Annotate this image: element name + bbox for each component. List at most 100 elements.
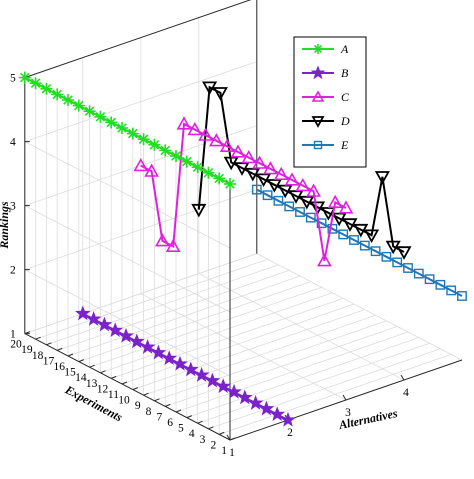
- marker-stroke: [127, 128, 138, 139]
- series-marker: [435, 279, 446, 290]
- series-marker: [313, 44, 323, 54]
- series-marker: [187, 121, 203, 136]
- y-tick-label: 20: [10, 339, 22, 351]
- y-tick-mark: [219, 431, 225, 435]
- y-tick-label: 7: [156, 411, 162, 423]
- series-marker: [209, 133, 224, 147]
- series-marker: [72, 99, 85, 112]
- series-marker: [51, 88, 64, 101]
- series-marker: [295, 207, 305, 217]
- series-marker: [370, 246, 381, 257]
- grid-line: [165, 326, 398, 407]
- y-tick-mark: [24, 331, 30, 335]
- x-tick-label: 2: [287, 427, 293, 439]
- series-marker: [349, 235, 359, 245]
- x-tick-label: 4: [403, 387, 409, 399]
- grid-line: [24, 189, 257, 270]
- marker-stroke: [313, 44, 323, 54]
- y-tick-label: 1: [221, 445, 227, 457]
- series-marker: [213, 172, 226, 185]
- x-tick-label: 3: [345, 407, 351, 419]
- marker-stroke: [214, 173, 225, 184]
- y-tick-mark: [208, 426, 214, 430]
- y-tick-label: 17: [43, 355, 55, 367]
- y-tick-mark: [67, 353, 74, 357]
- grid-line: [121, 303, 355, 385]
- series-marker: [75, 305, 91, 321]
- series-marker: [313, 140, 323, 150]
- series-marker: [105, 116, 118, 129]
- grid-line: [140, 293, 347, 401]
- box-edge: [24, 0, 252, 79]
- axis-line-experiments: [24, 333, 231, 441]
- grid-line: [143, 314, 376, 396]
- y-tick-label: 14: [75, 372, 87, 384]
- series-marker: [359, 240, 370, 251]
- y-tick-mark: [154, 398, 160, 402]
- series-marker: [258, 400, 275, 416]
- series-marker: [446, 285, 457, 296]
- grid-line: [78, 281, 311, 362]
- marker-stroke: [95, 111, 106, 122]
- grid-line: [111, 298, 344, 379]
- series-marker: [385, 240, 401, 255]
- series-marker: [364, 229, 380, 244]
- legend-item-c: C: [302, 90, 350, 104]
- z-axis-label: Rankings: [0, 201, 11, 250]
- series-marker: [183, 361, 199, 377]
- series-marker: [215, 378, 231, 394]
- y-tick-label: 2: [210, 439, 216, 451]
- marker-stroke: [30, 78, 41, 89]
- grid-line: [89, 286, 322, 368]
- series-e: [251, 184, 467, 301]
- y-tick-mark: [132, 387, 138, 391]
- series-marker: [306, 183, 321, 197]
- marker-stroke: [52, 89, 63, 100]
- z-tick-label: 1: [10, 329, 16, 341]
- grid-line: [24, 253, 257, 334]
- y-tick-label: 18: [32, 350, 44, 362]
- series-marker: [237, 389, 253, 405]
- z-tick-label: 2: [10, 265, 16, 277]
- marker-stroke: [63, 95, 73, 105]
- series-marker: [230, 144, 246, 158]
- y-tick-label: 5: [178, 423, 184, 435]
- series-marker: [338, 229, 349, 240]
- series-marker: [284, 201, 295, 212]
- y-tick-mark: [229, 437, 236, 441]
- series-marker: [161, 350, 177, 366]
- z-tick-label: 4: [10, 137, 16, 149]
- z-tick-label: 5: [10, 73, 16, 85]
- x-tick-label: 1: [229, 447, 235, 459]
- series-marker: [263, 161, 278, 175]
- series-marker: [457, 291, 467, 301]
- x-tick-mark: [400, 374, 405, 381]
- y-tick-mark: [57, 347, 63, 351]
- legend-item-e: E: [302, 138, 349, 152]
- series-marker: [176, 116, 192, 130]
- y-tick-mark: [46, 342, 52, 346]
- grid-line: [198, 273, 405, 381]
- series-marker: [305, 212, 316, 223]
- series-marker: [165, 238, 181, 252]
- y-tick-label: 6: [167, 417, 173, 429]
- grid-line: [219, 354, 452, 435]
- series-marker: [273, 195, 284, 206]
- y-tick-label: 9: [135, 400, 141, 412]
- series-marker: [193, 367, 210, 382]
- series-marker: [311, 116, 325, 128]
- series-marker: [224, 178, 236, 190]
- marker-stroke: [84, 106, 95, 117]
- series-marker: [295, 177, 311, 192]
- y-tick-mark: [121, 381, 128, 385]
- series-marker: [96, 316, 113, 332]
- series-marker: [280, 411, 296, 427]
- legend-label: C: [341, 90, 350, 104]
- marker-stroke: [171, 151, 181, 161]
- series-marker: [327, 194, 343, 208]
- legend-label: B: [341, 66, 349, 80]
- marker-stroke: [181, 156, 192, 167]
- series-marker: [116, 122, 128, 134]
- marker-stroke: [73, 100, 84, 111]
